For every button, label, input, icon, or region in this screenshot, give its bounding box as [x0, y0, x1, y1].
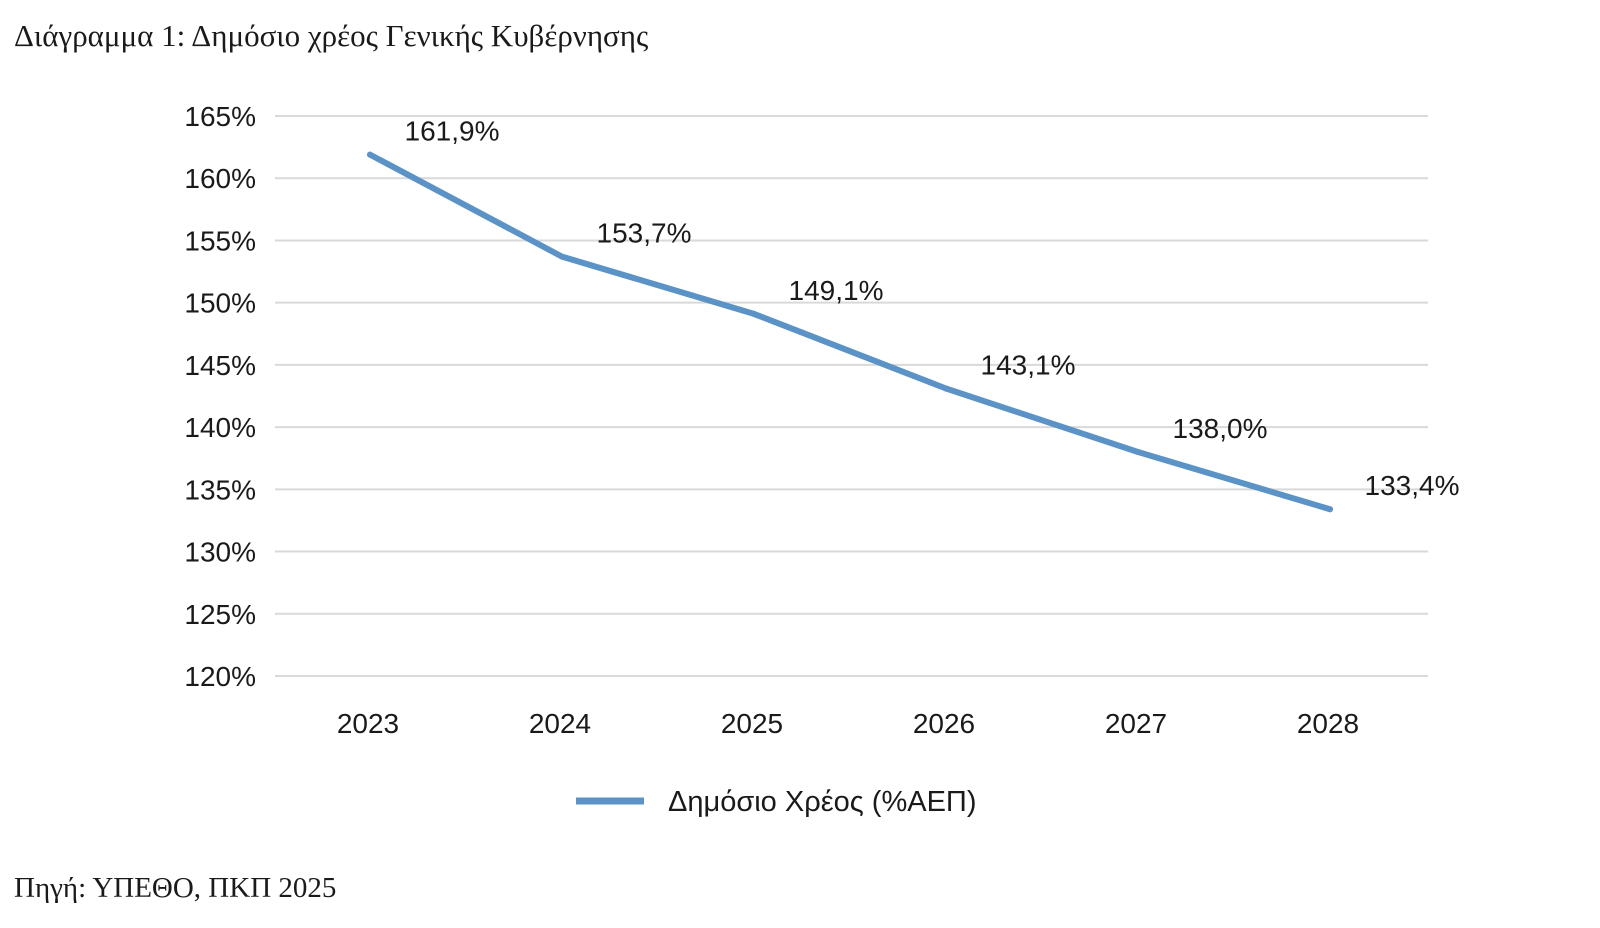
data-label: 143,1%	[981, 350, 1076, 381]
y-tick-label: 120%	[184, 661, 256, 692]
data-point	[751, 310, 757, 317]
y-tick-label: 155%	[184, 225, 256, 256]
y-tick-label: 150%	[184, 288, 256, 319]
x-tick-label: 2024	[529, 708, 591, 739]
y-tick-label: 125%	[184, 599, 256, 630]
x-tick-label: 2026	[913, 708, 975, 739]
series-layer	[367, 151, 1333, 513]
data-point	[367, 151, 373, 158]
data-labels: 161,9% 153,7% 149,1% 143,1% 138,0% 133,4%	[405, 116, 1460, 502]
x-tick-label: 2027	[1105, 708, 1167, 739]
gridlines	[275, 115, 1428, 677]
data-label: 133,4%	[1365, 470, 1460, 501]
y-tick-label: 160%	[184, 163, 256, 194]
y-tick-label: 135%	[184, 474, 256, 505]
y-axis-ticks: 120% 125% 130% 135% 140% 145% 150% 155% 160% 165%	[184, 101, 256, 692]
data-point	[559, 253, 565, 260]
data-label: 149,1%	[789, 275, 884, 306]
data-point	[1327, 506, 1333, 513]
y-tick-label: 165%	[184, 101, 256, 132]
series-line-public-debt	[367, 151, 1333, 513]
legend-label: Δημόσιο Χρέος (%ΑΕΠ)	[668, 786, 977, 818]
x-tick-label: 2028	[1297, 708, 1359, 739]
y-tick-label: 145%	[184, 350, 256, 381]
legend: Δημόσιο Χρέος (%ΑΕΠ)	[576, 786, 977, 818]
data-point	[943, 385, 949, 392]
chart-caption-title: Διάγραμμα 1: Δημόσιο χρέος Γενικής Κυβέρ…	[14, 18, 649, 53]
data-label: 138,0%	[1173, 413, 1268, 444]
y-tick-label: 140%	[184, 412, 256, 443]
x-tick-label: 2025	[721, 708, 783, 739]
data-label: 161,9%	[405, 116, 500, 147]
chart-source-note: Πηγή: ΥΠΕΘΟ, ΠΚΠ 2025	[14, 872, 337, 904]
x-tick-label: 2023	[337, 708, 399, 739]
x-axis-ticks: 2023 2024 2025 2026 2027 2028	[337, 708, 1359, 739]
y-tick-label: 130%	[184, 537, 256, 568]
data-point	[1135, 449, 1141, 455]
data-label: 153,7%	[597, 218, 692, 249]
